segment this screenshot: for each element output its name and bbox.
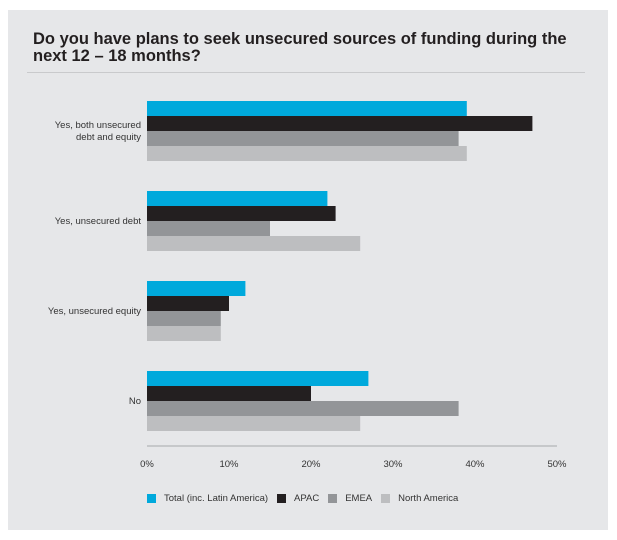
x-tick-label: 40% [465, 459, 485, 470]
bar-0-2 [147, 131, 459, 146]
legend-item: Total (inc. Latin America) [147, 493, 268, 504]
category-label: debt and equity [76, 132, 141, 143]
x-tick-label: 50% [547, 459, 567, 470]
category-label: Yes, both unsecured [55, 120, 141, 131]
bar-2-0 [147, 281, 246, 296]
bar-3-3 [147, 416, 361, 431]
legend-swatch [277, 494, 287, 503]
bar-1-1 [147, 206, 336, 221]
legend: Total (inc. Latin America) APAC EMEA North … [147, 493, 467, 504]
legend-item: EMEA [328, 493, 372, 504]
bar-1-3 [147, 236, 361, 251]
legend-swatch [381, 494, 391, 503]
bar-2-3 [147, 326, 221, 341]
bar-0-0 [147, 101, 467, 116]
legend-item: North America [381, 493, 458, 504]
bar-1-0 [147, 191, 328, 206]
legend-swatch [328, 494, 338, 503]
x-tick-label: 10% [219, 459, 239, 470]
category-label: Yes, unsecured equity [48, 306, 141, 317]
bar-3-2 [147, 401, 459, 416]
category-label: No [129, 396, 141, 407]
legend-label: APAC [294, 493, 320, 504]
legend-label: North America [398, 493, 459, 504]
bar-0-1 [147, 116, 533, 131]
legend-label: EMEA [345, 493, 373, 504]
chart-title: Do you have plans to seek unsecured sour… [33, 30, 567, 65]
legend-swatch [147, 494, 156, 503]
bar-2-2 [147, 311, 221, 326]
x-tick-label: 30% [383, 459, 403, 470]
x-tick-label: 20% [301, 459, 321, 470]
bar-2-1 [147, 296, 229, 311]
x-tick-label: 0% [140, 459, 154, 470]
bar-3-1 [147, 386, 311, 401]
bar-0-3 [147, 146, 467, 161]
bar-3-0 [147, 371, 369, 386]
chart-panel [8, 10, 608, 530]
title-divider [27, 72, 585, 73]
category-label: Yes, unsecured debt [55, 216, 142, 227]
legend-item: APAC [277, 493, 319, 504]
legend-label: Total (inc. Latin America) [164, 493, 269, 504]
bar-1-2 [147, 221, 270, 236]
